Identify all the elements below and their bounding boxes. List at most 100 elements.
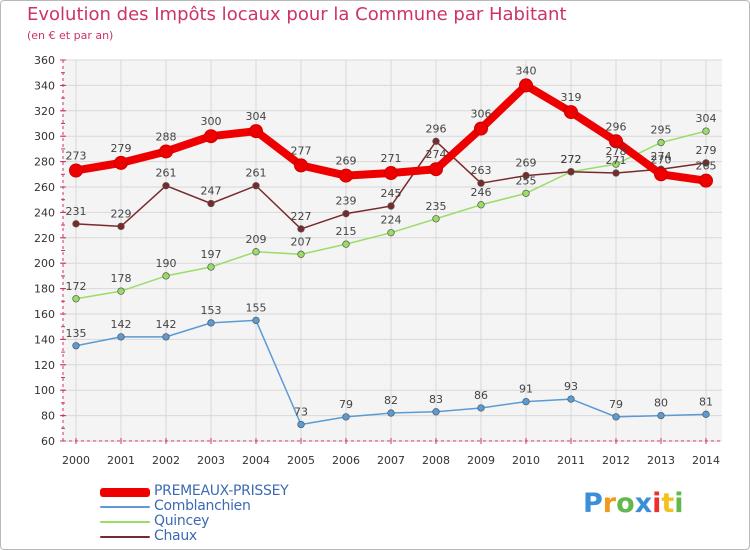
data-point: [612, 413, 620, 421]
x-tick-label: 2001: [107, 454, 135, 467]
data-label: 215: [336, 225, 357, 238]
data-point: [477, 179, 485, 187]
x-tick-label: 2010: [512, 454, 540, 467]
y-tick-label: 140: [34, 333, 55, 346]
data-point: [432, 215, 440, 223]
data-point: [117, 222, 125, 231]
data-label: 269: [336, 155, 357, 168]
data-label: 135: [66, 327, 87, 340]
y-tick-label: 100: [34, 384, 55, 397]
data-label: 229: [111, 207, 132, 220]
data-point: [342, 413, 350, 421]
y-tick-label: 360: [34, 54, 55, 67]
x-tick-label: 2007: [377, 454, 405, 467]
data-point: [162, 182, 170, 190]
data-label: 178: [111, 272, 132, 285]
y-tick-label: 180: [34, 283, 55, 296]
x-tick-label: 2000: [62, 454, 90, 467]
data-point: [477, 201, 485, 209]
legend-swatch-quincey: [100, 521, 150, 523]
x-tick-label: 2014: [692, 454, 720, 467]
data-label: 288: [156, 130, 177, 143]
data-point: [207, 263, 215, 271]
legend-swatch-comblanchien: [100, 506, 150, 508]
data-label: 209: [246, 233, 267, 246]
data-point: [69, 163, 83, 178]
data-label: 300: [201, 115, 222, 128]
data-point: [117, 333, 125, 341]
data-point: [609, 134, 623, 149]
data-point: [159, 144, 173, 159]
data-point: [72, 295, 80, 303]
data-point: [114, 155, 128, 170]
logo-letter: i: [652, 488, 662, 519]
data-label: 155: [246, 301, 267, 314]
data-label: 304: [696, 112, 717, 125]
data-point: [294, 158, 308, 173]
plot-area: [63, 60, 722, 441]
proxiti-logo: Proxiti: [583, 488, 684, 519]
data-point: [702, 127, 710, 135]
data-label: 142: [111, 318, 132, 331]
data-point: [162, 333, 170, 341]
data-label: 261: [156, 167, 177, 180]
logo-letter: i: [674, 488, 684, 519]
data-point: [207, 199, 215, 208]
data-point: [612, 169, 620, 177]
x-tick-label: 2003: [197, 454, 225, 467]
data-label: 278: [606, 145, 627, 158]
data-point: [117, 287, 125, 295]
data-point: [522, 397, 530, 406]
data-label: 272: [561, 153, 582, 166]
y-tick-label: 200: [34, 257, 55, 270]
x-tick-label: 2011: [557, 454, 585, 467]
x-tick-label: 2004: [242, 454, 270, 467]
data-point: [387, 202, 395, 210]
legend-swatch-premeaux: [100, 488, 150, 497]
x-tick-label: 2009: [467, 454, 495, 467]
data-point: [567, 395, 575, 403]
data-point: [72, 342, 80, 350]
data-label: 304: [246, 110, 267, 123]
data-label: 224: [381, 214, 402, 227]
logo-letter: P: [583, 488, 603, 519]
y-tick-label: 60: [41, 435, 55, 448]
data-label: 272: [561, 153, 582, 166]
legend-label-premeaux: PREMEAUX-PRISSEY: [154, 483, 289, 499]
data-point: [342, 210, 350, 218]
data-label: 73: [294, 405, 308, 418]
x-tick-label: 2006: [332, 454, 360, 467]
data-label: 79: [339, 398, 353, 411]
data-label: 80: [654, 397, 668, 410]
legend-label-chaux: Chaux: [154, 528, 197, 544]
data-label: 245: [381, 187, 402, 200]
data-label: 197: [201, 248, 222, 261]
legend-swatch-chaux: [100, 536, 150, 538]
data-point: [564, 105, 578, 120]
data-point: [654, 167, 668, 182]
y-tick-label: 240: [34, 206, 55, 219]
data-point: [249, 124, 263, 139]
data-label: 142: [156, 318, 177, 331]
data-point: [297, 420, 305, 429]
data-label: 277: [291, 144, 312, 157]
data-label: 153: [201, 304, 222, 317]
data-label: 274: [426, 148, 447, 161]
data-label: 279: [111, 142, 132, 155]
data-label: 190: [156, 257, 177, 270]
y-tick-label: 300: [34, 130, 55, 143]
data-point: [522, 171, 530, 180]
chart-title: Evolution des Impôts locaux pour la Comm…: [27, 4, 567, 25]
logo-letter: r: [602, 488, 617, 519]
x-tick-label: 2012: [602, 454, 630, 467]
chart-subtitle: (en € et par an): [27, 29, 114, 42]
data-point: [474, 121, 488, 136]
data-label: 319: [561, 91, 582, 104]
data-point: [702, 410, 710, 418]
data-label: 247: [201, 185, 222, 198]
data-label: 83: [429, 393, 443, 406]
data-point: [204, 129, 218, 144]
data-label: 172: [66, 280, 87, 293]
data-label: 340: [516, 64, 537, 77]
data-label: 255: [516, 174, 537, 187]
